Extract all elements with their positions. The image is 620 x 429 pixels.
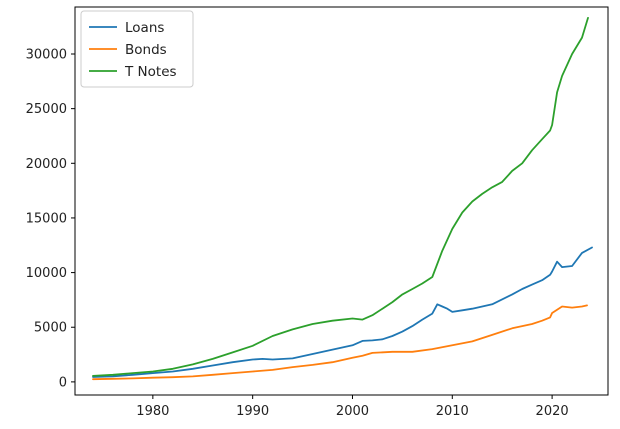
series-line-t-notes: [92, 16, 589, 377]
series-line-bonds: [92, 304, 588, 381]
y-tick-label: 25000: [26, 102, 67, 117]
x-tick-label: 1990: [236, 404, 269, 419]
x-tick-label: 2020: [536, 404, 569, 419]
x-tick-label: 1980: [136, 404, 169, 419]
plot-frame: [74, 6, 609, 396]
y-tick-label: 5000: [34, 321, 67, 336]
y-tick-label: 0: [59, 375, 67, 390]
axes: 1980 1990 2000 2010 2020 0 5000 10000 15000 20000…: [26, 6, 609, 419]
legend: Loans Bonds T Notes: [80, 10, 194, 88]
legend-label: T Notes: [124, 64, 177, 80]
y-tick-label: 10000: [26, 266, 67, 281]
legend-box: [80, 10, 194, 88]
legend-label: Bonds: [125, 42, 167, 58]
x-tick-label: 2000: [336, 404, 369, 419]
series-lines: [92, 16, 593, 381]
y-tick-label: 15000: [26, 211, 67, 226]
x-tick-label: 2010: [436, 404, 469, 419]
legend-label: Loans: [125, 20, 164, 36]
y-tick-label: 30000: [26, 47, 67, 62]
y-tick-label: 20000: [26, 157, 67, 172]
series-line-loans: [92, 246, 593, 378]
